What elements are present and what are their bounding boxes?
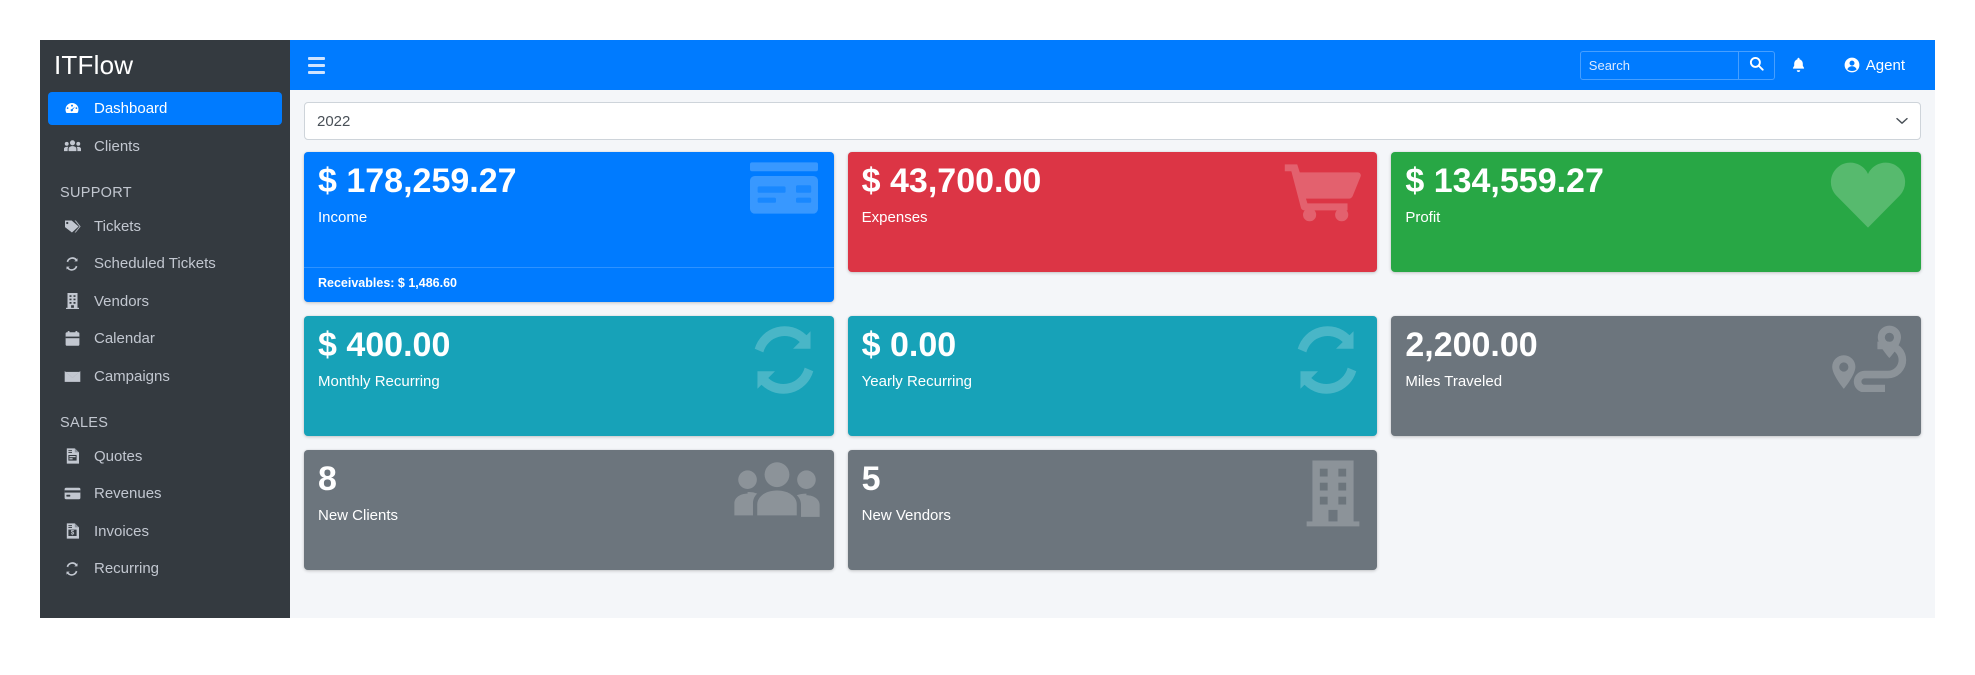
sidebar-item-label: Vendors	[94, 292, 150, 310]
users-icon	[60, 139, 84, 153]
sidebar: ITFlow Dashboard	[40, 40, 290, 618]
sidebar-item-label: Clients	[94, 137, 140, 155]
sidebar-item-quotes[interactable]: Quotes	[48, 440, 282, 473]
brand-logo[interactable]: ITFlow	[40, 40, 290, 90]
stat-card-expenses[interactable]: $ 43,700.00 Expenses	[847, 152, 1378, 272]
stat-row-1: $ 178,259.27 Income	[304, 152, 1922, 302]
stat-card-value: $ 0.00	[861, 326, 957, 364]
stat-card-monthly-recurring[interactable]: $ 400.00 Monthly Recurring	[304, 316, 834, 436]
dashboard-content: 2022 $ 178,259.27 Income	[290, 90, 1935, 618]
sidebar-item-vendors[interactable]: Vendors	[48, 285, 282, 318]
dashboard-icon	[60, 101, 84, 117]
stat-card-label: Monthly Recurring	[318, 372, 440, 390]
user-menu-label: Agent	[1865, 56, 1905, 74]
stat-col: 2,200.00 Miles Traveled	[1391, 316, 1922, 436]
search-button[interactable]	[1737, 51, 1774, 79]
user-circle-icon	[1844, 57, 1860, 73]
credit-card-icon	[60, 487, 84, 500]
user-menu[interactable]: Agent	[1828, 40, 1921, 90]
sidebar-item-campaigns[interactable]: Campaigns	[48, 360, 282, 393]
stat-col: $ 178,259.27 Income	[304, 152, 834, 302]
stat-card-label: Profit	[1405, 208, 1441, 226]
stat-card-new-vendors[interactable]: 5 New Vendors	[847, 450, 1378, 570]
stat-card-footer: Receivables: $ 1,486.60	[304, 267, 834, 302]
year-select[interactable]: 2022	[304, 102, 1921, 140]
search-input[interactable]	[1580, 51, 1738, 79]
sidebar-section-sales: SALES	[60, 414, 109, 431]
year-select-value: 2022	[317, 112, 351, 130]
sidebar-item-label: Calendar	[94, 330, 155, 347]
calendar-icon	[60, 330, 84, 347]
sidebar-section-support: SUPPORT	[60, 184, 132, 201]
stat-card-label: New Clients	[318, 506, 399, 524]
stat-card-value: $ 178,259.27	[318, 162, 517, 200]
stat-col: $ 400.00 Monthly Recurring	[304, 316, 834, 436]
stat-card-label: Income	[318, 208, 368, 226]
stat-card-yearly-recurring[interactable]: $ 0.00 Yearly Recurring	[847, 316, 1378, 436]
envelope-icon	[60, 370, 84, 383]
sidebar-item-calendar[interactable]: Calendar	[48, 322, 282, 355]
sidebar-item-clients[interactable]: Clients	[48, 130, 282, 163]
sidebar-item-label: Quotes	[94, 447, 143, 465]
stat-card-value: 2,200.00	[1405, 326, 1538, 364]
stat-card-value: $ 400.00	[318, 326, 451, 364]
search-group	[1579, 50, 1775, 80]
stat-card-value: 8	[318, 460, 337, 498]
bell-icon	[1791, 57, 1806, 73]
chevron-down-icon	[1896, 115, 1908, 127]
sidebar-item-label: Campaigns	[94, 367, 170, 385]
file-dollar-icon: $	[60, 523, 84, 539]
sidebar-item-dashboard[interactable]: Dashboard	[48, 92, 282, 125]
sidebar-item-label: Scheduled Tickets	[94, 255, 216, 272]
notifications-button[interactable]	[1775, 40, 1828, 90]
sync-icon	[60, 561, 84, 577]
sidebar-item-label: Dashboard	[94, 100, 168, 117]
sidebar-item-scheduled-tickets[interactable]: Scheduled Tickets	[48, 247, 282, 280]
stat-card-label: Expenses	[861, 208, 928, 226]
top-navbar: Agent	[290, 40, 1935, 90]
building-icon	[60, 293, 84, 309]
svg-text:$: $	[70, 530, 74, 537]
sidebar-item-tickets[interactable]: Tickets	[48, 210, 282, 243]
sync-icon	[60, 256, 84, 272]
sidebar-item-label: Invoices	[94, 522, 150, 540]
stat-card-income[interactable]: $ 178,259.27 Income	[304, 152, 834, 302]
file-invoice-icon	[60, 448, 84, 464]
sidebar-item-label: Revenues	[94, 485, 162, 502]
stat-card-label: Miles Traveled	[1405, 372, 1503, 390]
sidebar-item-recurring[interactable]: Recurring	[48, 552, 282, 585]
sidebar-item-invoices[interactable]: $ Invoices	[48, 515, 282, 548]
tag-icon	[60, 219, 84, 234]
brand-title: ITFlow	[54, 50, 134, 80]
stat-card-value: $ 43,700.00	[861, 162, 1042, 200]
stat-card-label: Yearly Recurring	[861, 372, 973, 390]
stat-card-new-clients[interactable]: 8 New Clients	[304, 450, 834, 570]
stat-card-value: $ 134,559.27	[1405, 162, 1604, 200]
stat-col: $ 43,700.00 Expenses	[847, 152, 1378, 302]
stat-col: 5 New Vendors	[847, 450, 1378, 570]
application-window: ITFlow Dashboard	[40, 40, 1935, 618]
stat-row-2: $ 400.00 Monthly Recurring $ 0.00	[304, 316, 1922, 436]
stat-card-profit[interactable]: $ 134,559.27 Profit	[1391, 152, 1922, 272]
stat-card-miles-traveled[interactable]: 2,200.00 Miles Traveled	[1391, 316, 1922, 436]
search-icon	[1749, 56, 1764, 74]
hamburger-icon[interactable]	[308, 52, 334, 78]
sidebar-item-label: Recurring	[94, 560, 160, 577]
sidebar-item-label: Tickets	[94, 217, 141, 235]
stat-col: 8 New Clients	[304, 450, 834, 570]
stat-col: $ 0.00 Yearly Recurring	[847, 316, 1378, 436]
stat-card-label: New Vendors	[861, 506, 951, 524]
stat-col: $ 134,559.27 Profit	[1391, 152, 1922, 302]
stat-card-value: 5	[861, 460, 881, 498]
sidebar-item-revenues[interactable]: Revenues	[48, 477, 282, 510]
content-wrapper: Agent 2022 $ 178,259.27 Income	[290, 40, 1935, 618]
sidebar-nav: Dashboard Clients SUPPORT	[40, 92, 290, 585]
stat-row-3: 8 New Clients	[304, 450, 1921, 570]
